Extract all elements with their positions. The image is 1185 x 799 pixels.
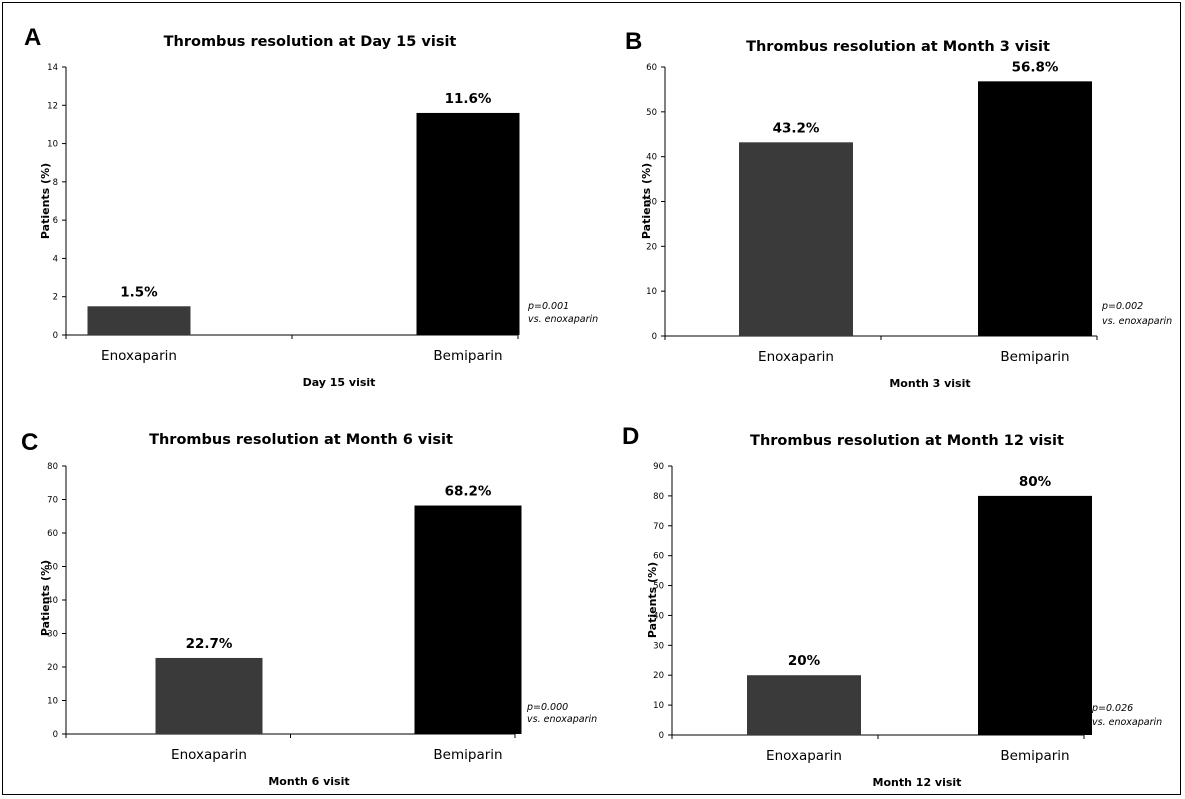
category-label: Enoxaparin [101, 348, 177, 364]
y-tick-label: 12 [47, 101, 58, 111]
category-label: Bemiparin [1000, 349, 1069, 365]
plot-area: 0 10 20 30 40 50 60 70 80 22.7% Enoxaparin 68.2% Bem… [47, 462, 522, 763]
y-tick-label: 60 [646, 63, 657, 73]
data-label: 80% [1019, 474, 1052, 490]
category-label: Enoxaparin [766, 748, 842, 764]
y-tick-label: 20 [653, 671, 664, 681]
y-tick-label: 70 [653, 522, 664, 532]
y-tick-label: 0 [659, 731, 664, 741]
panel-letter: D [622, 423, 639, 450]
y-tick-label: 30 [653, 641, 664, 651]
x-axis-label: Month 12 visit [873, 776, 962, 789]
p-value-note: p=0.026 [1091, 703, 1133, 714]
chart-title: Thrombus resolution at Month 6 visit [149, 432, 453, 448]
chart-title: Thrombus resolution at Month 12 visit [750, 433, 1064, 449]
y-tick-label: 40 [646, 153, 657, 163]
y-tick-label: 30 [646, 198, 657, 208]
y-tick-label: 10 [47, 697, 58, 707]
bar-enoxaparin [155, 657, 263, 734]
chart-panel-d: D Thrombus resolution at Month 12 visit … [592, 399, 1184, 798]
chart-title: Thrombus resolution at Day 15 visit [164, 34, 457, 50]
bar-enoxaparin [747, 675, 861, 735]
category-label: Enoxaparin [758, 349, 834, 365]
category-label: Bemiparin [433, 747, 502, 763]
category-label: Enoxaparin [171, 747, 247, 763]
bar-bemiparin [978, 81, 1092, 336]
x-axis-label: Month 6 visit [268, 775, 349, 788]
y-tick-label: 10 [646, 287, 657, 297]
chart-svg-b: B Thrombus resolution at Month 3 visit P… [625, 28, 1172, 390]
y-tick-label: 0 [652, 332, 657, 342]
panel-letter: C [21, 429, 38, 456]
x-axis-label: Day 15 visit [303, 376, 376, 389]
plot-area: 0 2 4 6 8 10 12 14 1.5% Enoxaparin 11.6% Bemiparin [47, 63, 520, 364]
chart-title: Thrombus resolution at Month 3 visit [746, 39, 1050, 55]
y-tick-label: 50 [646, 108, 657, 118]
data-label: 43.2% [773, 120, 820, 136]
chart-svg-a: A Thrombus resolution at Day 15 visit Pa… [24, 24, 598, 389]
y-tick-label: 60 [653, 552, 664, 562]
bar-bemiparin [416, 112, 520, 335]
bar-bemiparin [414, 505, 522, 734]
category-label: Bemiparin [433, 348, 502, 364]
y-tick-label: 60 [47, 529, 58, 539]
p-value-comparison: vs. enoxaparin [528, 314, 598, 325]
y-tick-label: 8 [53, 178, 58, 188]
y-tick-label: 2 [53, 293, 58, 303]
bar-enoxaparin [739, 142, 853, 336]
chart-svg-c: C Thrombus resolution at Month 6 visit P… [21, 429, 597, 788]
y-axis-label: Patients (%) [646, 562, 659, 638]
y-tick-label: 40 [47, 596, 58, 606]
y-tick-label: 40 [653, 611, 664, 621]
y-tick-label: 14 [47, 63, 58, 73]
data-label: 22.7% [186, 636, 233, 652]
y-tick-label: 30 [47, 630, 58, 640]
y-tick-label: 90 [653, 462, 664, 472]
y-tick-label: 0 [53, 730, 58, 740]
data-label: 68.2% [445, 484, 492, 500]
p-value-note: p=0.000 [526, 702, 568, 713]
chart-svg-d: D Thrombus resolution at Month 12 visit … [622, 423, 1162, 789]
bar-enoxaparin [87, 306, 191, 335]
y-tick-label: 4 [53, 254, 58, 264]
y-axis-label: Patients (%) [640, 163, 653, 239]
y-axis-label: Patients (%) [39, 163, 52, 239]
category-label: Bemiparin [1000, 748, 1069, 764]
p-value-comparison: vs. enoxaparin [1102, 316, 1172, 327]
y-tick-label: 6 [53, 216, 58, 226]
y-tick-label: 80 [47, 462, 58, 472]
p-value-note: p=0.001 [527, 301, 569, 312]
data-label: 1.5% [120, 284, 158, 300]
x-axis-label: Month 3 visit [889, 377, 970, 390]
y-tick-label: 10 [653, 701, 664, 711]
plot-area: 0 10 20 30 40 50 60 43.2% Enoxaparin 56.8% Bemipar… [646, 59, 1098, 365]
y-tick-label: 10 [47, 140, 58, 150]
y-tick-label: 50 [653, 582, 664, 592]
p-value-note: p=0.002 [1101, 301, 1143, 312]
y-tick-label: 20 [47, 663, 58, 673]
p-value-comparison: vs. enoxaparin [527, 714, 597, 725]
chart-panel-a: A Thrombus resolution at Day 15 visit Pa… [0, 0, 598, 399]
plot-area: 0 10 20 30 40 50 60 70 80 90 20% Enoxaparin 80% Bemip… [653, 462, 1092, 764]
y-tick-label: 70 [47, 496, 58, 506]
y-axis-label: Patients (%) [39, 560, 52, 636]
data-label: 20% [788, 653, 821, 669]
p-value-comparison: vs. enoxaparin [1092, 717, 1162, 728]
data-label: 56.8% [1012, 59, 1059, 75]
y-tick-label: 0 [53, 331, 58, 341]
panel-letter: B [625, 28, 642, 55]
panel-letter: A [24, 24, 41, 51]
bar-bemiparin [978, 495, 1092, 735]
chart-panel-b: B Thrombus resolution at Month 3 visit P… [592, 0, 1184, 399]
data-label: 11.6% [445, 91, 492, 107]
y-tick-label: 80 [653, 492, 664, 502]
y-tick-label: 20 [646, 242, 657, 252]
chart-panel-c: C Thrombus resolution at Month 6 visit P… [0, 399, 597, 798]
y-tick-label: 50 [47, 563, 58, 573]
